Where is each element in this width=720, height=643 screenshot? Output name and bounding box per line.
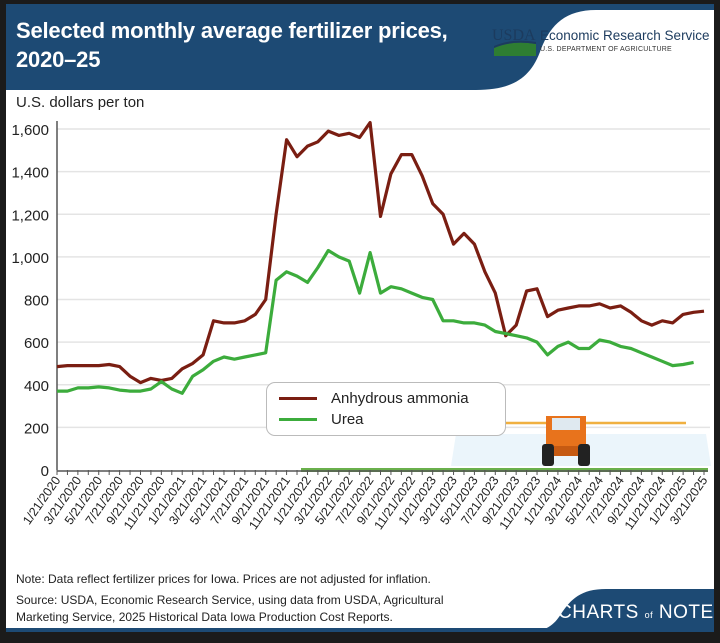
chart-card: Selected monthly average fertilizer pric…: [6, 4, 714, 632]
y-tick-label: 0: [41, 463, 49, 480]
footer-banner: [6, 589, 714, 632]
y-tick-label: 1,200: [11, 207, 49, 224]
legend: Anhydrous ammonia Urea: [266, 382, 506, 436]
y-tick-label: 400: [24, 378, 49, 395]
usda-logo: USDA: [492, 27, 536, 56]
legend-swatch-ammonia: [279, 397, 317, 400]
charts-of-note-logo: CHARTS of NOTE: [558, 602, 714, 623]
y-tick-label: 600: [24, 335, 49, 352]
source-text: Source: USDA, Economic Research Service,…: [16, 592, 444, 626]
legend-item-urea: Urea: [279, 411, 364, 428]
agency-name: Economic Research Service: [540, 28, 710, 43]
legend-item-ammonia: Anhydrous ammonia: [279, 390, 469, 407]
title-line-1: Selected monthly average fertilizer pric…: [16, 18, 448, 43]
department-name: U.S. DEPARTMENT OF AGRICULTURE: [540, 46, 672, 53]
tractor-sprayer-illustration: [451, 416, 711, 466]
source-line-2: Marketing Service, 2025 Historical Data …: [16, 610, 393, 624]
legend-label-ammonia: Anhydrous ammonia: [331, 390, 469, 407]
title-line-2: 2020–25: [16, 47, 101, 72]
header-banner: [6, 4, 714, 90]
chart-title: Selected monthly average fertilizer pric…: [16, 16, 448, 74]
note-text: Note: Data reflect fertilizer prices for…: [16, 572, 431, 586]
source-line-1: Source: USDA, Economic Research Service,…: [16, 593, 444, 607]
y-tick-label: 1,400: [11, 165, 49, 182]
line-chart: 02004006008001,0001,2001,4001,6001/21/20…: [11, 120, 711, 532]
y-tick-label: 800: [24, 293, 49, 310]
y-tick-label: 200: [24, 420, 49, 437]
y-tick-label: 1,000: [11, 250, 49, 267]
legend-label-urea: Urea: [331, 411, 364, 428]
svg-text:USDA: USDA: [492, 27, 536, 44]
y-tick-label: 1,600: [11, 122, 49, 139]
y-axis-label: U.S. dollars per ton: [16, 94, 145, 111]
series-line-urea: [57, 248, 694, 395]
series-line-ammonia: [56, 120, 705, 385]
legend-swatch-urea: [279, 418, 317, 421]
